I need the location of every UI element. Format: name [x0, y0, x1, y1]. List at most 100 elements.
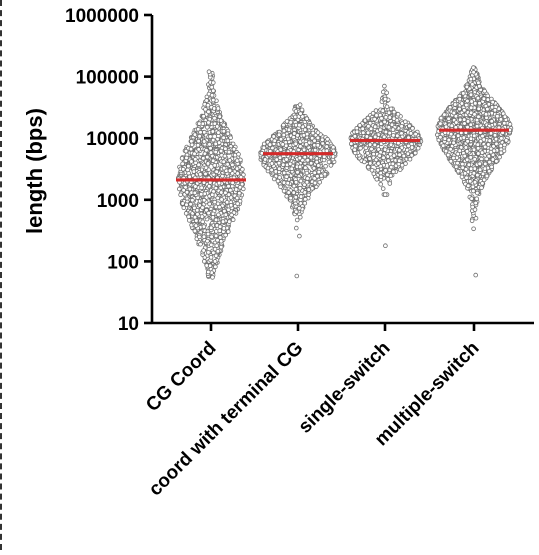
data-point — [386, 158, 391, 164]
data-point — [459, 174, 465, 180]
data-point — [386, 110, 392, 115]
data-point — [440, 143, 446, 149]
data-point — [213, 264, 218, 270]
data-point — [228, 203, 234, 208]
y-tick-label: 10000 — [86, 129, 139, 150]
data-point — [199, 185, 204, 191]
data-point — [381, 134, 387, 140]
data-point — [302, 196, 308, 202]
data-point — [240, 167, 245, 172]
data-point — [192, 190, 198, 196]
data-point — [213, 149, 219, 155]
data-point — [465, 183, 471, 189]
data-point — [227, 158, 233, 163]
data-point — [388, 151, 393, 157]
data-point — [471, 188, 476, 194]
data-point — [488, 149, 494, 155]
data-point — [475, 142, 481, 147]
data-point — [316, 169, 322, 175]
data-point — [193, 157, 198, 162]
data-point — [358, 146, 363, 151]
data-point — [468, 92, 474, 97]
data-point — [415, 145, 421, 151]
data-point — [468, 76, 474, 82]
data-point — [380, 186, 386, 191]
data-point — [471, 226, 476, 232]
data-point — [302, 127, 308, 132]
data-point — [352, 134, 358, 139]
data-point — [470, 204, 475, 210]
data-point — [455, 169, 461, 174]
data-point — [382, 192, 388, 197]
data-point — [228, 135, 233, 141]
data-point — [193, 184, 198, 189]
data-point — [378, 182, 384, 187]
data-point — [409, 153, 415, 158]
data-point — [301, 147, 307, 153]
data-point — [482, 166, 488, 171]
data-point — [206, 210, 211, 216]
data-point — [443, 148, 449, 154]
data-point — [271, 134, 277, 139]
data-point — [221, 135, 226, 141]
data-point — [218, 118, 224, 123]
data-point — [390, 127, 396, 132]
data-point — [473, 272, 479, 278]
data-point — [210, 275, 215, 280]
data-point — [314, 159, 320, 165]
data-point — [372, 124, 378, 130]
data-point — [187, 174, 192, 180]
data-point — [183, 148, 189, 154]
data-point — [227, 168, 233, 173]
data-point — [308, 160, 314, 166]
x-category-label: coord with terminal CG — [145, 338, 308, 501]
data-point — [234, 166, 240, 171]
data-point — [476, 114, 481, 120]
data-point — [395, 111, 401, 117]
data-point — [470, 82, 475, 87]
data-point — [394, 133, 400, 139]
data-point — [499, 136, 504, 141]
data-point — [195, 142, 201, 148]
data-point — [448, 131, 454, 137]
data-point — [223, 212, 229, 218]
data-point — [370, 111, 376, 116]
data-point — [364, 134, 370, 139]
data-point — [360, 126, 366, 131]
data-point — [214, 169, 219, 175]
data-point — [448, 159, 454, 164]
data-point — [195, 212, 200, 217]
data-point — [348, 141, 354, 147]
data-point — [472, 180, 478, 185]
data-point — [379, 116, 384, 121]
data-point — [495, 114, 500, 119]
data-point — [324, 144, 330, 149]
data-point — [451, 155, 456, 161]
data-point — [217, 114, 223, 119]
data-point — [286, 190, 292, 195]
data-point — [206, 184, 212, 189]
data-point — [468, 155, 474, 160]
data-point — [467, 178, 473, 184]
data-point — [217, 204, 222, 210]
data-point — [383, 168, 388, 173]
data-point — [262, 157, 268, 162]
data-point — [235, 201, 240, 206]
data-point — [233, 187, 239, 192]
data-point — [460, 91, 466, 96]
data-point — [507, 121, 513, 127]
data-point — [202, 259, 207, 264]
data-point — [201, 234, 207, 240]
data-point — [303, 142, 309, 147]
data-point — [181, 205, 187, 211]
data-point — [269, 161, 275, 166]
data-point — [315, 173, 320, 179]
data-point — [312, 147, 318, 153]
data-point — [383, 129, 389, 135]
data-point — [278, 147, 284, 152]
data-point — [196, 147, 202, 152]
data-point — [209, 85, 215, 90]
data-point — [365, 115, 371, 121]
data-point — [281, 188, 287, 194]
